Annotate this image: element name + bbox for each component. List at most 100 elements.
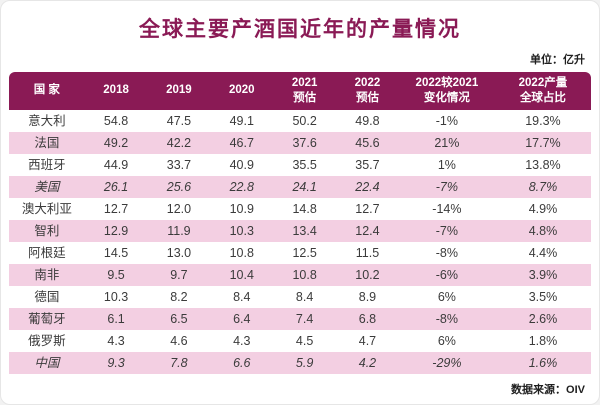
country-cell: 葡萄牙: [28, 311, 66, 326]
value-cell: 4.3: [107, 333, 125, 348]
value-cell: 9.3: [107, 355, 125, 370]
value-cell: 12.7: [103, 201, 129, 216]
country-cell: 德国: [34, 289, 60, 304]
value-cell: 35.5: [292, 157, 317, 172]
value-cell: 10.8: [229, 245, 254, 260]
value-cell: 9.5: [107, 267, 125, 282]
country-cell: 法国: [34, 135, 60, 150]
value-cell: 12.9: [103, 223, 129, 238]
table-row: 阿根廷 14.5 13.0 10.8 12.5 11.5 -8% 4.4%: [9, 242, 591, 264]
value-cell: 42.2: [166, 135, 192, 150]
value-cell: 45.6: [355, 135, 380, 150]
country-cell: 智利: [34, 223, 60, 238]
country-cell: 澳大利亚: [21, 201, 72, 216]
value-cell: 9.7: [170, 267, 188, 282]
value-cell: 10.2: [355, 267, 380, 282]
value-cell: 12.5: [292, 245, 317, 260]
value-cell: 2.6%: [528, 311, 558, 326]
value-cell: 47.5: [166, 113, 192, 128]
country-cell: 意大利: [28, 113, 66, 128]
value-cell: 22.8: [229, 179, 254, 194]
table-row: 澳大利亚 12.7 12.0 10.9 14.8 12.7 -14% 4.9%: [9, 198, 591, 220]
value-cell: 10.8: [292, 267, 317, 282]
value-cell: 22.4: [355, 179, 380, 194]
header-cell: 2022 预估: [336, 72, 399, 110]
table-row: 中国 9.3 7.8 6.6 5.9 4.2 -29% 1.6%: [9, 351, 591, 374]
data-source-label: 数据来源：OIV: [511, 383, 585, 396]
country-cell: 阿根廷: [28, 245, 66, 260]
value-cell: 5.9: [295, 355, 314, 370]
production-table: 国 家 2018 2019 2020 2021 预估 2022 预估 2022较2021 变化情况…: [9, 72, 591, 374]
value-cell: 6.4: [233, 311, 251, 326]
header-cell: 2021 预估: [273, 72, 337, 110]
table-row: 美国 26.1 25.6 22.8 24.1 22.4 -7% 8.7%: [9, 175, 591, 198]
table-row: 俄罗斯 4.3 4.6 4.3 4.5 4.7 6% 1.8%: [9, 330, 591, 352]
value-cell: 4.8%: [528, 223, 558, 238]
table-row: 意大利 54.8 47.5 49.1 50.2 49.8 -1% 19.3%: [9, 110, 591, 132]
value-cell: -7%: [435, 179, 458, 194]
value-cell: 14.8: [292, 201, 317, 216]
header-cell: 2018: [84, 72, 148, 110]
country-cell: 西班牙: [28, 157, 66, 172]
value-cell: 8.2: [170, 289, 188, 304]
table-row: 法国 49.2 42.2 46.7 37.6 45.6 21% 17.7%: [9, 131, 591, 154]
value-cell: 8.9: [358, 289, 377, 304]
country-cell: 南非: [34, 267, 60, 282]
value-cell: 10.4: [229, 267, 254, 282]
value-cell: 3.5%: [528, 289, 558, 304]
header-row: 国 家 2018 2019 2020 2021 预估 2022 预估 2022较2021 变化情况…: [9, 72, 591, 110]
value-cell: 13.4: [292, 223, 317, 238]
value-cell: 37.6: [292, 135, 317, 150]
value-cell: 12.0: [166, 201, 192, 216]
value-cell: 50.2: [292, 113, 317, 128]
value-cell: 25.6: [166, 179, 192, 194]
value-cell: 44.9: [103, 157, 129, 172]
value-cell: 4.6: [170, 333, 188, 348]
table-row: 南非 9.5 9.7 10.4 10.8 10.2 -6% 3.9%: [9, 263, 591, 286]
value-cell: 46.7: [229, 135, 254, 150]
value-cell: 24.1: [292, 179, 317, 194]
value-cell: 6.5: [170, 311, 188, 326]
value-cell: 13.0: [166, 245, 192, 260]
value-cell: -7%: [435, 223, 458, 238]
value-cell: 4.9%: [528, 201, 558, 216]
value-cell: 10.3: [103, 289, 129, 304]
value-cell: 35.7: [355, 157, 380, 172]
value-cell: 13.8%: [525, 157, 561, 172]
unit-label: 单位：亿升: [530, 54, 585, 66]
table-header: 国 家 2018 2019 2020 2021 预估 2022 预估 2022较2021 变化情况…: [9, 72, 591, 110]
header-cell: 国 家: [9, 72, 85, 110]
value-cell: 1%: [437, 157, 456, 172]
value-cell: 6%: [437, 289, 456, 304]
value-cell: 17.7%: [525, 135, 561, 150]
value-cell: 40.9: [229, 157, 254, 172]
value-cell: 49.2: [103, 135, 129, 150]
value-cell: 4.5: [295, 333, 314, 348]
country-cell: 中国: [34, 355, 60, 370]
page-title: 全球主要产酒国近年的产量情况: [139, 18, 461, 41]
table-row: 西班牙 44.9 33.7 40.9 35.5 35.7 1% 13.8%: [9, 154, 591, 176]
table-row: 德国 10.3 8.2 8.4 8.4 8.9 6% 3.5%: [9, 286, 591, 308]
value-cell: 4.2: [358, 355, 377, 370]
country-cell: 俄罗斯: [28, 333, 66, 348]
value-cell: 6.6: [233, 355, 251, 370]
value-cell: 12.7: [355, 201, 380, 216]
table-row: 葡萄牙 6.1 6.5 6.4 7.4 6.8 -8% 2.6%: [9, 307, 591, 330]
value-cell: -6%: [435, 267, 458, 282]
value-cell: 54.8: [103, 113, 129, 128]
value-cell: 6%: [437, 333, 456, 348]
value-cell: 6.8: [358, 311, 377, 326]
value-cell: 4.4%: [528, 245, 558, 260]
value-cell: 4.7: [358, 333, 377, 348]
value-cell: 14.5: [103, 245, 129, 260]
value-cell: 11.5: [355, 245, 380, 260]
value-cell: -8%: [435, 245, 458, 260]
header-cell: 2020: [210, 72, 274, 110]
table-body: 意大利 54.8 47.5 49.1 50.2 49.8 -1% 19.3% 法国 49.2 42.…: [9, 110, 591, 374]
value-cell: 4.3: [233, 333, 251, 348]
value-cell: 10.9: [229, 201, 254, 216]
country-cell: 美国: [34, 179, 60, 194]
value-cell: 49.1: [229, 113, 254, 128]
value-cell: -14%: [432, 201, 462, 216]
